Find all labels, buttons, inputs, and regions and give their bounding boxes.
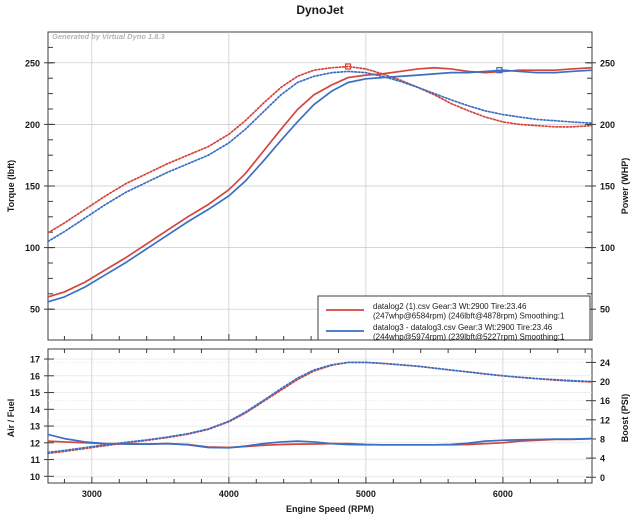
y-tick-label-power: 50 <box>600 305 610 315</box>
y-axis-label-torque: Torque (lbft) <box>6 160 16 212</box>
x-tick-label: 3000 <box>82 489 102 499</box>
series-datalog3-boost <box>47 361 593 454</box>
y-tick-label-torque: 50 <box>30 305 40 315</box>
chart-title: DynoJet <box>296 3 343 17</box>
y-tick-label-power: 200 <box>600 120 615 130</box>
legend-line1-1: datalog3 - datalog3.csv Gear:3 Wt:2900 T… <box>373 323 553 332</box>
y-tick-label-afr: 16 <box>30 371 40 381</box>
series-datalog2-power <box>47 65 593 234</box>
marker-peak-power-datalog2 <box>344 63 352 70</box>
chart-legend <box>317 295 591 341</box>
x-tick-label: 6000 <box>493 489 513 499</box>
legend-line2-1: (244whp@5974rpm) (239lbft@5227rpm) Smoot… <box>373 333 565 342</box>
y-tick-label-boost: 8 <box>600 434 605 444</box>
series-datalog3-torque <box>47 69 593 303</box>
x-tick-label: 5000 <box>356 489 376 499</box>
y-tick-label-boost: 24 <box>600 358 610 368</box>
y-axis-label-afr: Air / Fuel <box>6 399 16 438</box>
y-tick-label-boost: 12 <box>600 415 610 425</box>
y-tick-label-torque: 100 <box>25 243 40 253</box>
series-datalog3-afr <box>47 433 593 449</box>
y-axis-label-boost: Boost (PSI) <box>620 394 630 443</box>
afr-boost-plot-frame <box>47 348 593 484</box>
y-tick-label-torque: 200 <box>25 120 40 130</box>
y-tick-label-afr: 13 <box>30 422 40 432</box>
y-axis-label-power: Power (WHP) <box>620 158 630 215</box>
watermark-text: Generated by Virtual Dyno 1.8.3 <box>52 32 166 41</box>
y-tick-label-power: 100 <box>600 243 615 253</box>
legend-line2-0: (247whp@6584rpm) (246lbft@4878rpm) Smoot… <box>373 312 565 321</box>
y-tick-label-boost: 4 <box>600 454 605 464</box>
series-datalog3-power <box>47 70 593 243</box>
y-tick-label-boost: 0 <box>600 473 605 483</box>
y-tick-label-afr: 15 <box>30 388 40 398</box>
marker-peak-torque-datalog3 <box>496 67 503 74</box>
y-tick-label-power: 250 <box>600 58 615 68</box>
y-tick-label-afr: 11 <box>30 455 40 465</box>
x-axis-label: Engine Speed (RPM) <box>286 504 374 514</box>
y-tick-label-afr: 10 <box>30 472 40 482</box>
y-tick-label-boost: 20 <box>600 377 610 387</box>
y-tick-label-afr: 12 <box>30 438 40 448</box>
series-datalog2-torque <box>47 66 593 298</box>
y-tick-label-torque: 150 <box>25 182 40 192</box>
legend-line1-0: datalog2 (1).csv Gear:3 Wt:2900 Tire:23.… <box>373 302 527 311</box>
y-tick-label-torque: 250 <box>25 58 40 68</box>
y-tick-label-boost: 16 <box>600 396 610 406</box>
x-tick-label: 4000 <box>219 489 239 499</box>
y-tick-label-afr: 14 <box>30 405 40 415</box>
y-tick-label-afr: 17 <box>30 355 40 365</box>
y-tick-label-power: 150 <box>600 182 615 192</box>
